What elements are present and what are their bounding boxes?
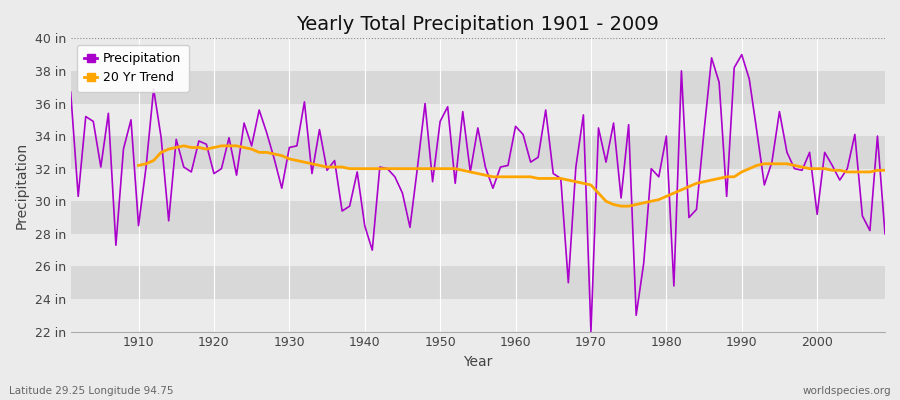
Precipitation (66, 90, 77, 94)
Precipitation (126, 117, 137, 122)
Precipitation (879, 232, 890, 236)
Bar (71, 201, 885, 234)
X-axis label: Year: Year (464, 355, 492, 369)
Line: 20 Yr Trend: 20 Yr Trend (139, 146, 885, 206)
20 Yr Trend (133, 163, 144, 168)
Bar (71, 71, 885, 104)
Precipitation (337, 209, 347, 214)
Precipitation (510, 124, 521, 129)
Precipitation (608, 121, 619, 126)
Precipitation (586, 329, 597, 334)
Precipitation (736, 52, 747, 57)
Bar (71, 299, 885, 332)
Bar (71, 104, 885, 136)
20 Yr Trend (879, 168, 890, 173)
Bar (71, 234, 885, 266)
Precipitation (292, 144, 302, 148)
Text: worldspecies.org: worldspecies.org (803, 386, 891, 396)
Bar (71, 266, 885, 299)
20 Yr Trend (284, 156, 294, 161)
Text: Latitude 29.25 Longitude 94.75: Latitude 29.25 Longitude 94.75 (9, 386, 174, 396)
20 Yr Trend (857, 170, 868, 174)
20 Yr Trend (586, 182, 597, 187)
20 Yr Trend (314, 163, 325, 168)
Bar (71, 136, 885, 169)
20 Yr Trend (178, 144, 189, 148)
Title: Yearly Total Precipitation 1901 - 2009: Yearly Total Precipitation 1901 - 2009 (296, 15, 660, 34)
Y-axis label: Precipitation: Precipitation (15, 141, 29, 228)
20 Yr Trend (526, 174, 536, 179)
20 Yr Trend (616, 204, 626, 208)
Bar (71, 169, 885, 201)
Precipitation (502, 163, 513, 168)
Line: Precipitation: Precipitation (71, 55, 885, 332)
20 Yr Trend (834, 168, 845, 173)
Bar (71, 38, 885, 71)
Legend: Precipitation, 20 Yr Trend: Precipitation, 20 Yr Trend (76, 44, 189, 92)
